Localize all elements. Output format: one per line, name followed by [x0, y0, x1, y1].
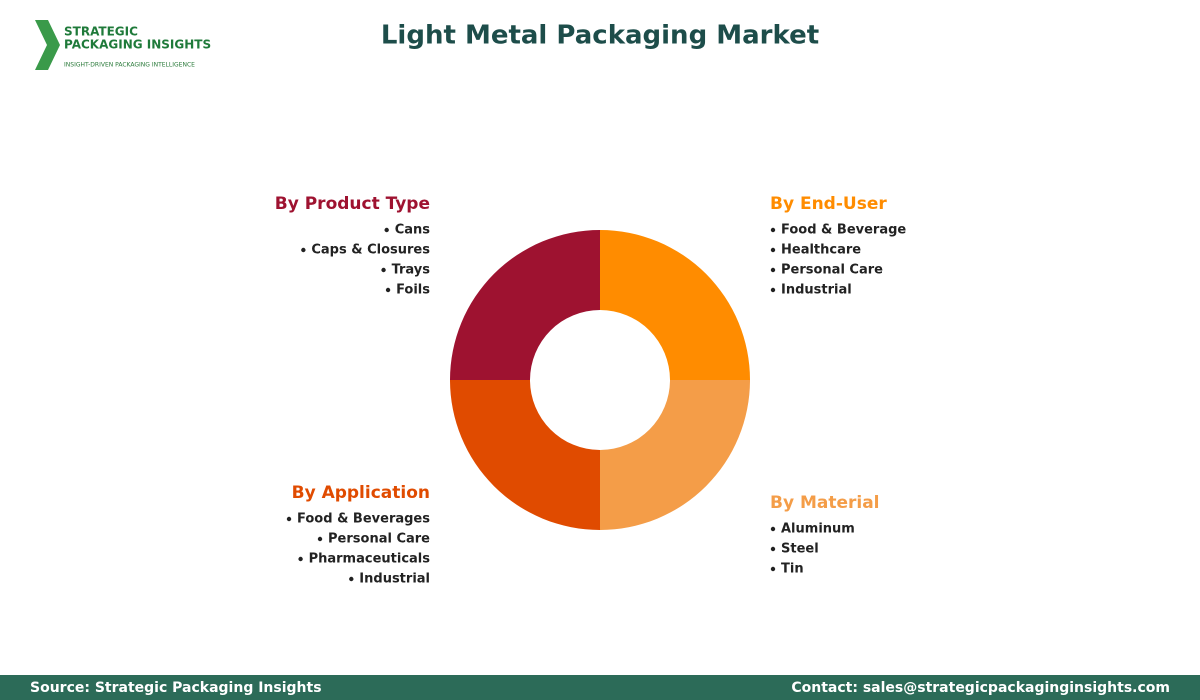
segment-title: By End-User — [770, 194, 887, 214]
segment-item: Tin — [781, 562, 804, 577]
footer-source: Source: Strategic Packaging Insights — [30, 680, 322, 696]
segment-labels: By Product Type Cans Caps & Closures Trays F… — [275, 194, 907, 587]
logo-tagline: INSIGHT-DRIVEN PACKAGING INTELLIGENCE — [64, 62, 195, 69]
donut-segment — [450, 380, 600, 530]
bullet — [298, 556, 303, 562]
bullet — [381, 267, 386, 273]
segment-item: Industrial — [359, 572, 430, 587]
donut-segment — [600, 380, 750, 530]
segment-item: Food & Beverages — [297, 512, 430, 527]
bullet — [384, 227, 389, 233]
page-title: Light Metal Packaging Market — [381, 21, 819, 51]
segment-item: Food & Beverage — [781, 223, 906, 238]
logo: STRATEGIC PACKAGING INSIGHTS INSIGHT-DRI… — [35, 20, 211, 70]
bullet — [770, 227, 776, 233]
bullet — [770, 526, 776, 532]
bullet — [301, 247, 306, 253]
bullet — [770, 566, 776, 572]
segment-title: By Material — [770, 493, 880, 513]
segment-item: Foils — [396, 283, 430, 298]
donut — [450, 230, 750, 530]
bullet — [770, 247, 776, 253]
segment-item: Industrial — [781, 283, 852, 298]
logo-line1: STRATEGIC — [64, 25, 138, 39]
segment-item: Pharmaceuticals — [309, 552, 431, 567]
bullet — [385, 287, 391, 293]
segment-item: Steel — [781, 542, 819, 557]
segment-title: By Product Type — [275, 194, 430, 214]
bullet — [770, 546, 776, 552]
segment-item: Trays — [392, 263, 431, 278]
bullet — [770, 267, 776, 273]
logo-mark — [35, 20, 60, 70]
donut-segment — [450, 230, 600, 380]
bullet — [317, 536, 323, 542]
segment-title: By Application — [292, 483, 430, 503]
bullet — [286, 516, 292, 522]
segment-item: Personal Care — [781, 263, 883, 278]
logo-line2: PACKAGING INSIGHTS — [64, 38, 211, 52]
bullet — [349, 576, 354, 582]
donut-segment — [600, 230, 750, 380]
bullet — [770, 287, 776, 293]
segment-item: Personal Care — [328, 532, 430, 547]
segment-item: Healthcare — [781, 243, 861, 258]
segment-item: Aluminum — [781, 522, 855, 537]
footer-contact: Contact: sales@strategicpackaginginsight… — [791, 680, 1170, 696]
segment-item: Caps & Closures — [311, 243, 430, 258]
segment-item: Cans — [395, 223, 431, 238]
footer-bar — [0, 675, 1200, 700]
